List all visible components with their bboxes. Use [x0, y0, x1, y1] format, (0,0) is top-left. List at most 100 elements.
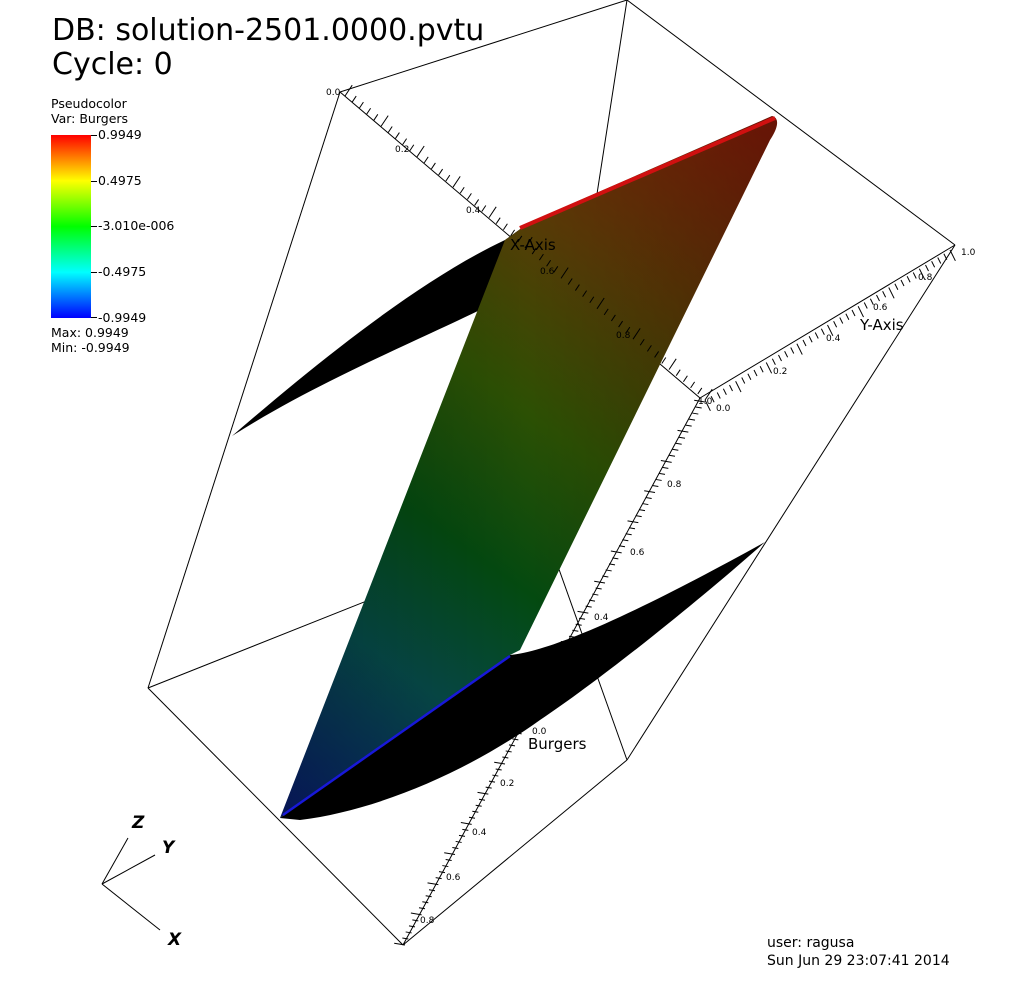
axis-tick: [765, 362, 773, 374]
axis-tick: [771, 358, 776, 365]
axis-tick: [522, 720, 529, 723]
axis-tick: [423, 156, 429, 164]
axis-tick: [387, 126, 393, 133]
legend-tick: [91, 226, 97, 227]
axis-tick: [435, 877, 442, 880]
axis-tick: [416, 145, 425, 158]
user-annotation: user: ragusa: [767, 935, 855, 951]
axis-tick: [512, 738, 519, 741]
axis-tick: [445, 859, 452, 862]
axis-tick: [527, 701, 539, 705]
axis-tick: [575, 623, 582, 626]
axis-tick: [596, 297, 605, 310]
date-annotation: Sun Jun 29 23:07:41 2014: [767, 953, 950, 969]
axis-tick: [460, 822, 472, 825]
axis-tick: [729, 384, 733, 392]
z-tick-label: 0.6: [446, 873, 461, 883]
axis-tick: [366, 107, 372, 115]
y-tick-label: 0.0: [716, 404, 731, 414]
axis-tick: [524, 236, 533, 249]
z-axis-ticks: [394, 399, 706, 946]
axis-tick: [492, 774, 499, 777]
axis-tick: [784, 351, 789, 358]
y-axis-ticks: [704, 249, 956, 412]
axis-tick: [646, 345, 652, 352]
triad-z-label: Z: [131, 813, 145, 833]
axis-tick: [528, 708, 536, 711]
axis-tick: [475, 804, 482, 807]
axis-tick: [869, 298, 874, 305]
database-title: DB: solution-2501.0000.pvtu: [52, 13, 485, 48]
axis-tick: [612, 557, 619, 560]
axis-tick: [412, 919, 419, 922]
z-tick-label: 0.4: [594, 613, 609, 623]
burgers-surface: [232, 116, 778, 820]
axis-tick: [510, 229, 516, 237]
axis-tick: [814, 332, 819, 339]
axis-tick: [658, 472, 666, 475]
axis-tick: [582, 290, 588, 297]
axis-tick: [373, 114, 379, 121]
axis-tick: [675, 442, 682, 445]
axis-tick: [495, 768, 502, 771]
axis-tick: [555, 659, 562, 662]
legend-tick: [91, 135, 97, 136]
axis-tick: [560, 641, 572, 644]
x-axis-title: X-Axis: [510, 236, 556, 254]
y-tick-label: 0.4: [826, 334, 841, 344]
axis-tick: [538, 253, 544, 261]
axis-tick: [845, 313, 850, 320]
axis-tick: [639, 339, 645, 346]
axis-tick: [704, 399, 711, 412]
axis-tick: [472, 810, 479, 813]
y-tick-label: 0.8: [918, 273, 933, 283]
axis-tick: [747, 373, 752, 380]
triad-x-label: X: [167, 930, 182, 950]
axis-tick: [380, 115, 389, 127]
axis-tick: [918, 268, 926, 280]
axis-tick: [857, 306, 864, 318]
z-tick-label: 0.2: [500, 779, 514, 789]
axis-tick: [688, 418, 696, 421]
y-tick-label: 0.6: [873, 303, 888, 313]
axis-tick: [863, 302, 868, 309]
triad-y-label: Y: [162, 838, 176, 858]
axis-tick: [638, 509, 646, 512]
blue-ridge: [282, 654, 511, 817]
axis-tick: [445, 174, 451, 182]
axis-tick: [535, 696, 542, 699]
axis-tick: [430, 162, 436, 170]
axis-tick: [642, 503, 649, 506]
axis-tick: [695, 406, 702, 409]
axis-tick: [510, 731, 522, 735]
axis-tick: [588, 599, 596, 602]
axis-tick: [488, 206, 497, 218]
axis-tick: [925, 264, 929, 272]
axis-tick: [344, 84, 353, 97]
axis-tick: [505, 750, 512, 753]
axis-tick: [625, 326, 631, 334]
x-axis-ticks: [344, 84, 713, 401]
axis-tick: [876, 294, 880, 302]
legend-tick: [91, 272, 97, 273]
x-tick-label: 1.0: [698, 397, 713, 407]
axis-tick: [682, 375, 688, 383]
x-tick-label: 0.8: [616, 331, 631, 341]
legend-colorbar: [51, 135, 91, 318]
axis-tick: [592, 593, 599, 596]
axis-tick: [759, 366, 764, 373]
axis-tick: [894, 283, 899, 290]
legend-tick: [91, 317, 97, 318]
axis-tick: [628, 527, 636, 530]
axis-tick: [474, 199, 480, 206]
axis-tick: [931, 261, 936, 268]
y-tick-label: 1.0: [961, 248, 976, 258]
x-tick-label: 0.4: [466, 206, 481, 216]
axis-tick: [645, 497, 652, 500]
z-tick-label: 0.8: [667, 480, 682, 490]
axis-tick: [610, 550, 622, 554]
axis-tick: [502, 223, 508, 231]
x-tick-label: 0.0: [326, 88, 341, 98]
axis-tick: [409, 144, 415, 151]
